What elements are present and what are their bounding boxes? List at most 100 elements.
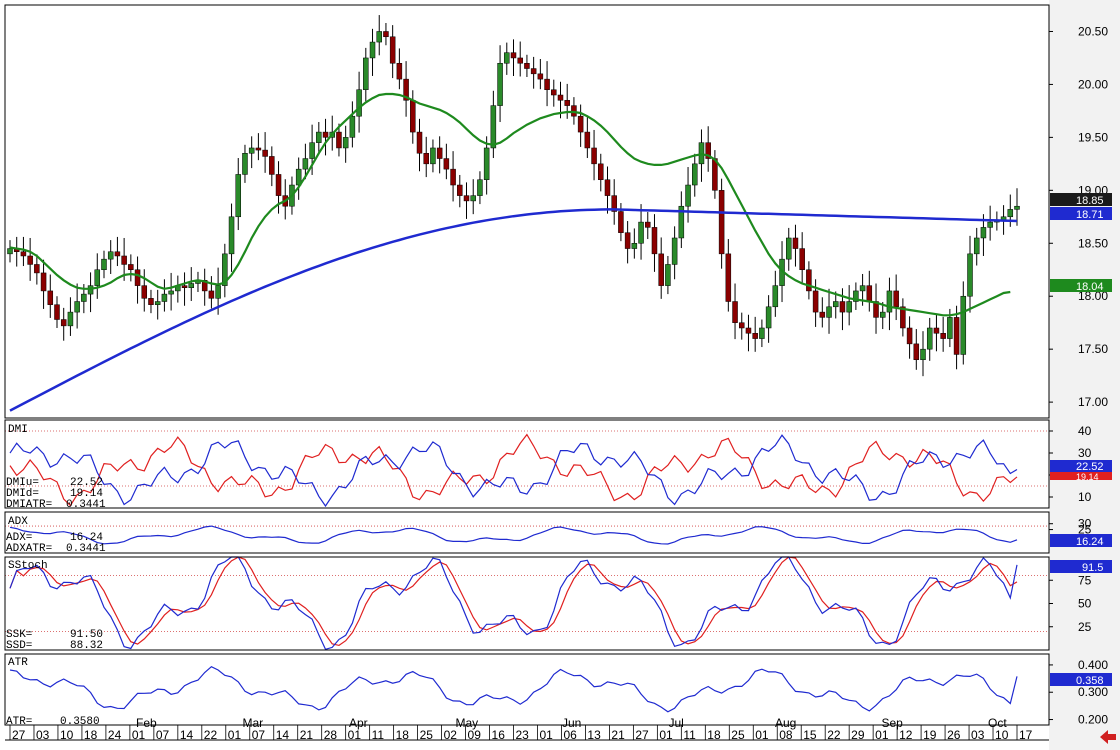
candle-body (188, 283, 195, 288)
ssk-line (9, 556, 1018, 651)
candle-body (222, 253, 228, 286)
candle-body (47, 290, 54, 305)
candle-body (987, 221, 993, 228)
back-arrow-icon[interactable] (1098, 728, 1118, 746)
y-tick-label: 10 (1078, 490, 1092, 504)
candle-body (342, 137, 349, 149)
candle-body (436, 147, 443, 159)
y-tick-label: 75 (1078, 573, 1092, 587)
y-tick-label: 20.50 (1078, 24, 1108, 38)
atr-panel: 0.400 0.300 0.200 (9, 658, 1108, 727)
panel-frame (4, 511, 1050, 554)
candle-body (60, 319, 67, 327)
x-tick-label: 02 (444, 728, 458, 742)
candle-body (806, 269, 812, 292)
candle-body (846, 301, 852, 313)
candle-body (725, 253, 732, 302)
candle-body (631, 243, 638, 249)
close-badge (1050, 193, 1112, 206)
ssk-badge (1050, 560, 1112, 573)
candle-body (792, 237, 799, 249)
candle-body (20, 251, 27, 257)
candle-body (618, 211, 624, 233)
ssd-label: SSD= (6, 640, 32, 652)
candle-body (584, 131, 591, 149)
adx-label: ADX= (6, 532, 32, 544)
x-tick-label: 29 (851, 728, 865, 742)
y-tick-label: 50 (1078, 597, 1092, 611)
x-tick-label: 23 (516, 728, 530, 742)
ssd-value: 88.32 (70, 640, 103, 652)
dmi-atr-label: DMIATR= (6, 499, 52, 511)
candle-body (645, 221, 651, 228)
x-tick-label: 09 (468, 728, 482, 742)
x-tick-label: 03 (36, 728, 50, 742)
x-tick-label: 03 (971, 728, 985, 742)
y-tick-label: 20.00 (1078, 77, 1108, 91)
y-tick-label: 30 (1078, 517, 1092, 531)
candle-body (517, 57, 523, 64)
candle-body (235, 174, 242, 218)
candle-body (128, 264, 134, 270)
sstoch-title: SStoch (8, 560, 48, 572)
x-tick-label: 28 (324, 728, 338, 742)
candle-body (1014, 205, 1020, 210)
ssk-value: 91.50 (70, 629, 103, 641)
candle-body (107, 251, 114, 260)
sstoch-panel: 75 50 25 (5, 556, 1092, 651)
candle-body (853, 290, 859, 302)
x-tick-label: 15 (803, 728, 817, 742)
candle-body (906, 327, 913, 345)
candle-body (765, 306, 772, 329)
ma-short-badge-text: 18.04 (1076, 281, 1104, 293)
candle-body (658, 253, 664, 286)
candle-body (141, 285, 148, 299)
panel-frame (4, 4, 1050, 419)
atr-badge (1050, 673, 1112, 686)
candle-body (900, 306, 906, 329)
candle-body (745, 327, 752, 334)
candle-body (544, 78, 550, 90)
candle-body (309, 142, 315, 159)
dmi-down-value: 19.14 (70, 488, 103, 500)
ma-long-badge (1050, 207, 1112, 220)
x-tick-label: 21 (300, 728, 314, 742)
dmi-down-badge-text: 19.14 (1076, 472, 1099, 482)
ssk-label: SSK= (6, 629, 32, 641)
y-tick-label: 19.50 (1078, 130, 1108, 144)
candle-body (604, 179, 611, 196)
x-month-label: Aug (775, 716, 796, 730)
x-tick-label: 01 (132, 728, 146, 742)
candle-body (242, 153, 248, 175)
adx-atr-value: 0.3441 (66, 543, 106, 555)
candle-body (638, 221, 644, 244)
x-tick-label: 18 (396, 728, 410, 742)
candle-body (114, 251, 121, 257)
candle-body (208, 290, 215, 299)
candle-body (739, 322, 745, 329)
candle-body (826, 306, 832, 318)
x-tick-label: 08 (779, 728, 793, 742)
candle-body (819, 311, 826, 318)
x-month-label: Jul (669, 716, 684, 730)
candle-body (67, 311, 74, 327)
candle-body (685, 184, 691, 207)
y-tick-label: 17.00 (1078, 395, 1108, 409)
candle-body (54, 304, 60, 320)
candle-body (598, 163, 604, 180)
x-tick-label: 01 (755, 728, 769, 742)
x-tick-label: 27 (635, 728, 649, 742)
y-tick-label: 18.50 (1078, 236, 1108, 250)
candle-body (732, 301, 738, 323)
y-tick-label: 17.50 (1078, 342, 1108, 356)
x-month-label: Apr (349, 716, 368, 730)
dmi-up-line (9, 434, 1018, 508)
candle-body (973, 237, 980, 255)
x-month-label: Feb (136, 716, 157, 730)
candle-body (148, 298, 154, 305)
candle-body (295, 168, 302, 186)
panel-frames (4, 4, 1050, 726)
x-tick-label: 26 (947, 728, 961, 742)
candle-body (376, 31, 382, 43)
candle-body (772, 285, 779, 308)
